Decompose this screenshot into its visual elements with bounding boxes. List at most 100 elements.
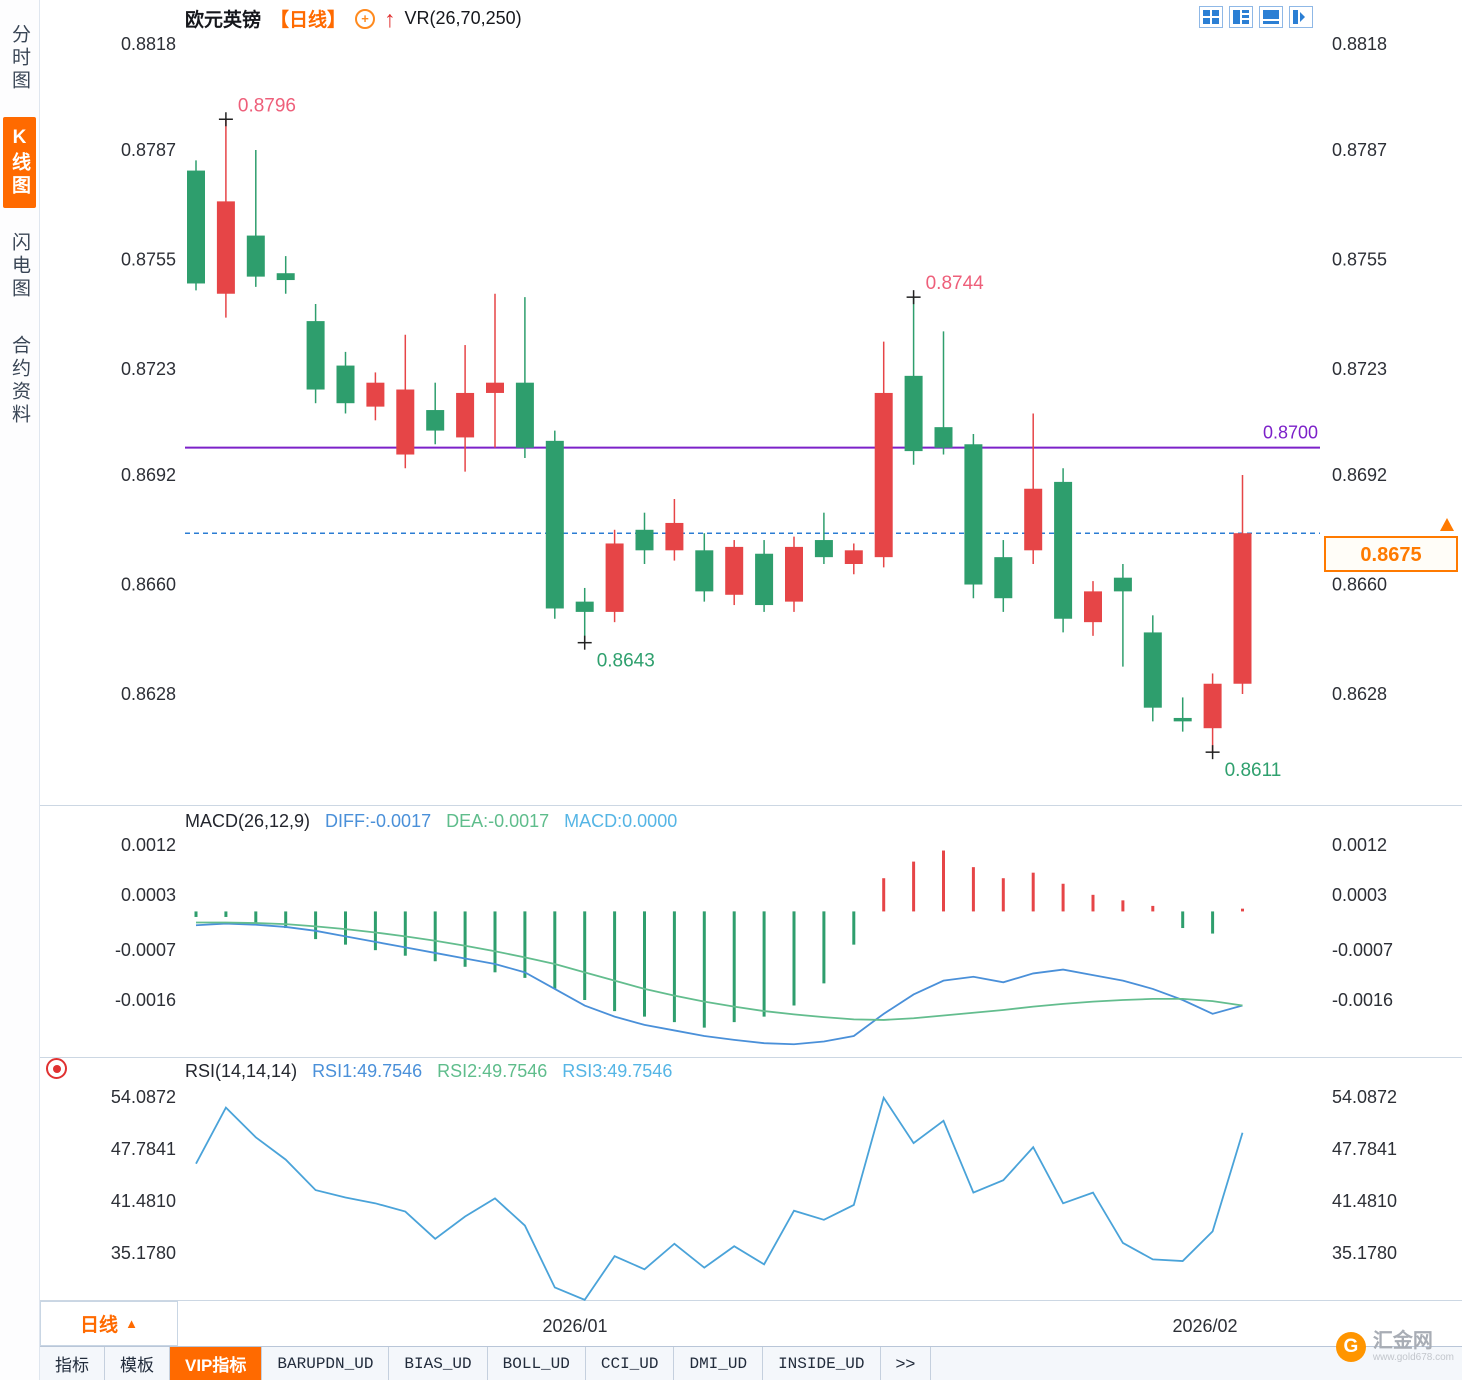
- macd-diff-line: [195, 922, 1243, 1046]
- rsi3-value: RSI3:49.7546: [562, 1061, 673, 1081]
- watermark-logo-icon: G: [1335, 1332, 1366, 1362]
- bottom-tab[interactable]: BOLL_UD: [487, 1347, 586, 1380]
- candle-body: [366, 382, 385, 407]
- candle-body: [695, 550, 714, 592]
- period-selector[interactable]: 日线 ▲: [40, 1301, 178, 1346]
- candle-body: [1024, 488, 1043, 551]
- candle-body: [994, 557, 1013, 599]
- indicator-marker-icon[interactable]: [46, 1058, 67, 1079]
- axis-label: 35.1780: [1332, 1243, 1397, 1263]
- axis-label: -0.0016: [115, 990, 176, 1010]
- bottom-tab[interactable]: CCI_UD: [585, 1347, 675, 1380]
- chart-canvas[interactable]: 0.8700 0.8796 0.8744 0.8643 0.8611 0.8818 0.88…: [40, 0, 1462, 1345]
- sidebar-tab[interactable]: 分时图: [9, 24, 30, 93]
- x-axis-label: 2026/01: [542, 1316, 607, 1336]
- candle-body: [1203, 683, 1222, 729]
- axis-label: 0.8723: [1332, 359, 1387, 379]
- rsi-title: RSI(14,14,14): [185, 1061, 298, 1081]
- candle-body: [725, 546, 744, 595]
- next-chart-icon[interactable]: [1289, 6, 1313, 28]
- axis-label: 0.8628: [1332, 684, 1387, 704]
- rsi2-value: RSI2:49.7546: [437, 1061, 548, 1081]
- axis-label: 0.8787: [121, 140, 176, 160]
- candle-body: [1054, 481, 1073, 619]
- candle-body: [785, 546, 803, 602]
- axis-label: 0.8818: [121, 34, 176, 54]
- bottom-tab[interactable]: INSIDE_UD: [763, 1347, 881, 1380]
- circle-plus-icon[interactable]: +: [355, 8, 376, 29]
- rsi-header: RSI(14,14,14) RSI1:49.7546 RSI2:49.7546 …: [185, 1061, 672, 1082]
- x-axis-label: 2026/02: [1172, 1316, 1237, 1336]
- watermark-url: www.gold678.com: [1372, 1352, 1454, 1363]
- axis-label: 41.4810: [1332, 1191, 1397, 1211]
- candle-body: [814, 540, 833, 558]
- bottom-tab[interactable]: BIAS_UD: [389, 1347, 488, 1380]
- axis-label: 0.8818: [1332, 34, 1387, 54]
- candle-body: [486, 382, 504, 393]
- sidebar-tab[interactable]: 合约资料: [9, 335, 30, 427]
- period-selector-label: 日线: [80, 1315, 119, 1336]
- candle-body: [545, 440, 564, 609]
- candle-body: [1173, 717, 1192, 722]
- bottom-tab[interactable]: >>: [880, 1347, 932, 1380]
- dual-layout-icon[interactable]: [1229, 6, 1253, 28]
- candle-body: [1143, 632, 1162, 708]
- axis-label: 54.0872: [1332, 1087, 1397, 1107]
- vr-indicator-label: VR(26,70,250): [404, 8, 522, 28]
- chart-header: 欧元英镑 【日线】 + ↑ VR(26,70,250): [185, 5, 522, 32]
- bottom-tab[interactable]: VIP指标: [170, 1347, 263, 1380]
- main-chart-layout-icon[interactable]: [1259, 6, 1283, 28]
- candle-body: [426, 410, 445, 431]
- price-annotation: 0.8796: [238, 95, 296, 116]
- rsi-line: [195, 1095, 1244, 1301]
- bottom-tab[interactable]: BARUPDN_UD: [262, 1347, 390, 1380]
- trend-up-arrow-icon: ↑: [384, 5, 396, 32]
- price-up-triangle-icon: [1440, 518, 1454, 531]
- sidebar-tab[interactable]: 闪电图: [9, 232, 30, 301]
- axis-label: 0.8755: [1332, 250, 1387, 270]
- bottom-tabbar: 指标 模板 VIP指标 BARUPDN_UD BIAS_UD BOLL_UD CCI_UD D…: [40, 1346, 1462, 1380]
- current-price-value: 0.8675: [1360, 544, 1421, 566]
- bottom-tab[interactable]: DMI_UD: [674, 1347, 764, 1380]
- bottom-tab[interactable]: 指标: [40, 1347, 105, 1380]
- axis-label: -0.0016: [1332, 990, 1393, 1010]
- macd-dea-value: DEA:-0.0017: [446, 811, 550, 831]
- bottom-tab[interactable]: 模板: [105, 1347, 170, 1380]
- symbol-title: 欧元英镑: [185, 10, 262, 31]
- candle-body: [1233, 533, 1252, 684]
- candle-body: [456, 392, 475, 438]
- axis-label: 0.8787: [1332, 140, 1387, 160]
- candle-body: [336, 365, 355, 404]
- candle-body: [755, 553, 774, 606]
- sidebar-tab[interactable]: K线图: [3, 117, 36, 208]
- quad-layout-icon[interactable]: [1199, 6, 1223, 28]
- axis-label: 0.8755: [121, 250, 176, 270]
- support-line-label: 0.8700: [1263, 423, 1318, 443]
- candle-body: [515, 382, 534, 448]
- price-annotation: 0.8643: [597, 651, 655, 672]
- axis-label: 47.7841: [111, 1139, 176, 1159]
- price-annotation: 0.8744: [926, 273, 985, 294]
- axis-label: -0.0007: [1332, 940, 1393, 960]
- axis-label: 0.0003: [1332, 885, 1387, 905]
- axis-label: 0.8692: [121, 465, 176, 485]
- candle-body: [246, 235, 265, 277]
- macd-macd-value: MACD:0.0000: [564, 811, 678, 831]
- macd-dea-line: [196, 921, 1243, 1021]
- candle-body: [964, 444, 983, 585]
- candle-body: [904, 375, 923, 452]
- candle-body: [306, 321, 325, 390]
- candle-body: [216, 201, 235, 294]
- macd-diff-value: DIFF:-0.0017: [325, 811, 432, 831]
- axis-label: 47.7841: [1332, 1139, 1397, 1159]
- price-annotation: 0.8611: [1225, 760, 1282, 781]
- axis-label: 0.0003: [121, 885, 176, 905]
- current-price-box: [1324, 536, 1458, 572]
- axis-label: 0.0012: [121, 835, 176, 855]
- candle-body: [396, 389, 415, 455]
- candle-body: [605, 543, 624, 612]
- axis-label: 0.8660: [1332, 575, 1387, 595]
- axis-label: -0.0007: [115, 940, 176, 960]
- rsi1-value: RSI1:49.7546: [312, 1061, 423, 1081]
